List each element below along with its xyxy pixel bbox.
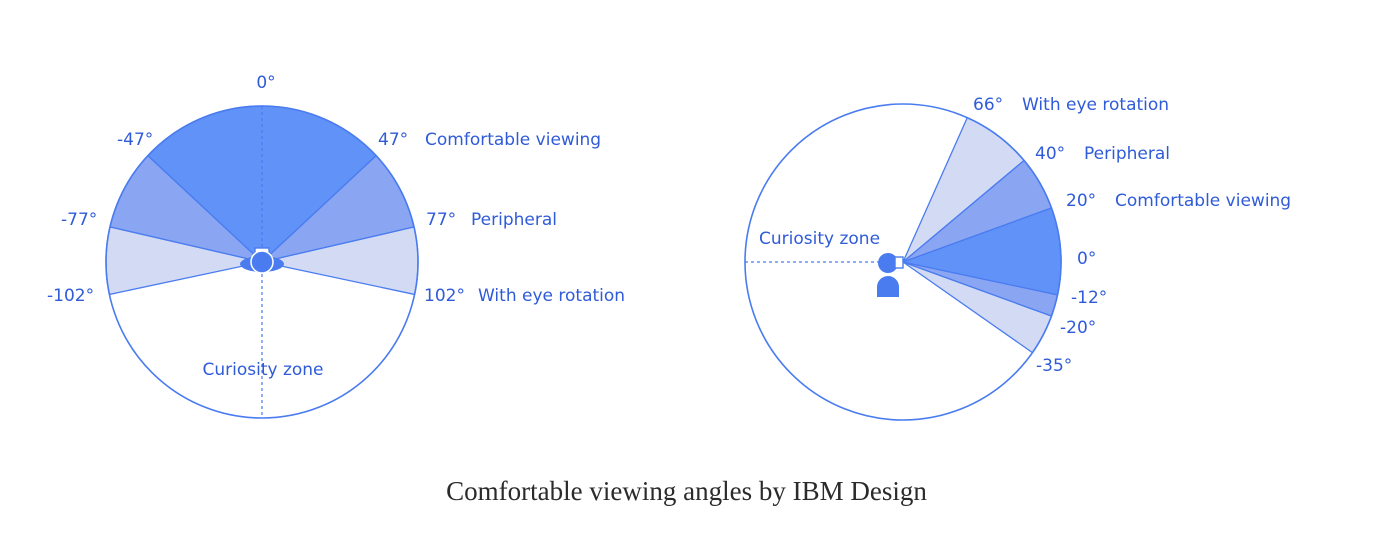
top-view-curiosity-zone-label: Curiosity zone: [202, 360, 323, 380]
person-side-view-icon: [877, 253, 904, 297]
side-view-down-eye-rotation-label: -35°: [1036, 356, 1072, 376]
top-view-peripheral-zone-label: Peripheral: [471, 210, 557, 230]
top-view-right-peripheral-label: 77°: [426, 210, 456, 230]
side-view-down-peripheral-label: -20°: [1060, 318, 1096, 338]
side-view-diagram: 66° With eye rotation 40° Peripheral 20°…: [744, 95, 1291, 421]
top-view-zero-label: 0°: [256, 73, 275, 93]
side-view-eye-rotation-zone-label: With eye rotation: [1022, 95, 1169, 115]
side-view-up-peripheral-label: 40°: [1035, 144, 1065, 164]
top-view-left-eye-rotation-label: -102°: [47, 286, 94, 306]
side-view-up-comfortable-label: 20°: [1066, 191, 1096, 211]
top-view-left-comfortable-label: -47°: [117, 130, 153, 150]
top-view-right-eye-rotation-label: 102°: [424, 286, 465, 306]
side-view-comfortable-zone-label: Comfortable viewing: [1115, 191, 1291, 211]
top-view-comfortable-zone-label: Comfortable viewing: [425, 130, 601, 150]
figure-caption: Comfortable viewing angles by IBM Design: [446, 476, 927, 506]
top-view-right-comfortable-label: 47°: [378, 130, 408, 150]
person-top-view-icon: [240, 247, 284, 274]
side-view-peripheral-zone-label: Peripheral: [1084, 144, 1170, 164]
side-view-up-eye-rotation-label: 66°: [973, 95, 1003, 115]
side-view-zero-label: 0°: [1077, 249, 1096, 269]
side-view-curiosity-zone-label: Curiosity zone: [759, 229, 880, 249]
top-view-diagram: 0° -47° -77° -102° 47° Comfortable viewi…: [47, 73, 625, 419]
top-view-left-peripheral-label: -77°: [61, 210, 97, 230]
side-view-down-comfortable-label: -12°: [1071, 288, 1107, 308]
top-view-eye-rotation-zone-label: With eye rotation: [478, 286, 625, 306]
